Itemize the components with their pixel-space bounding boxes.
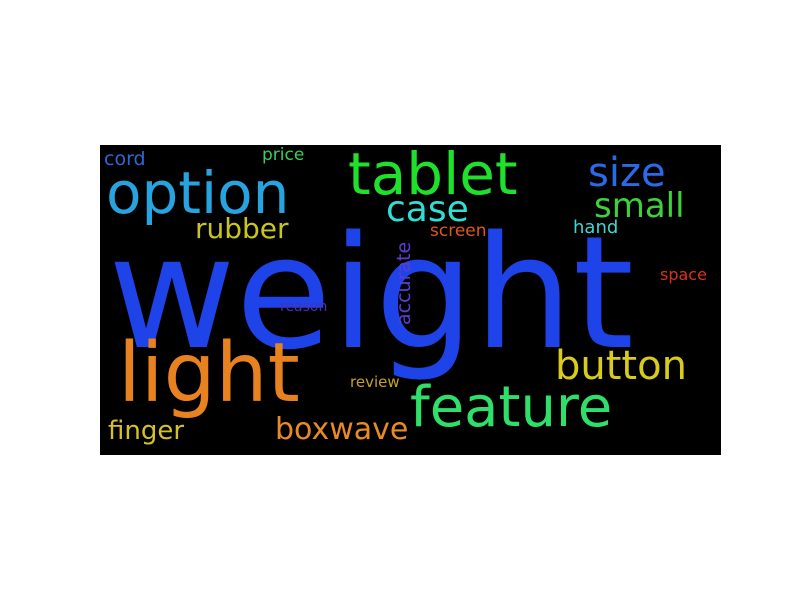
word-feature: feature [410,375,613,440]
word-hand: hand [573,217,619,238]
word-light: light [118,326,300,421]
word-space: space [660,265,707,284]
word-small: small [594,186,685,226]
word-size: size [588,150,666,196]
word-tablet: tablet [348,145,518,208]
word-review: review [350,373,400,391]
word-rubber: rubber [195,212,289,245]
word-boxwave: boxwave [275,412,409,447]
word-reason: reason [280,299,328,315]
word-finger: finger [108,416,185,446]
word-case: case [386,189,469,230]
word-button: button [555,343,687,389]
word-accurate: accurate [393,241,415,325]
word-cord: cord [104,148,146,170]
word-weight: weight [108,202,634,384]
word-screen: screen [430,221,487,241]
word-option: option [106,159,290,227]
word-cloud: weight option tablet light feature butto… [100,145,721,455]
word-price: price [262,145,305,165]
